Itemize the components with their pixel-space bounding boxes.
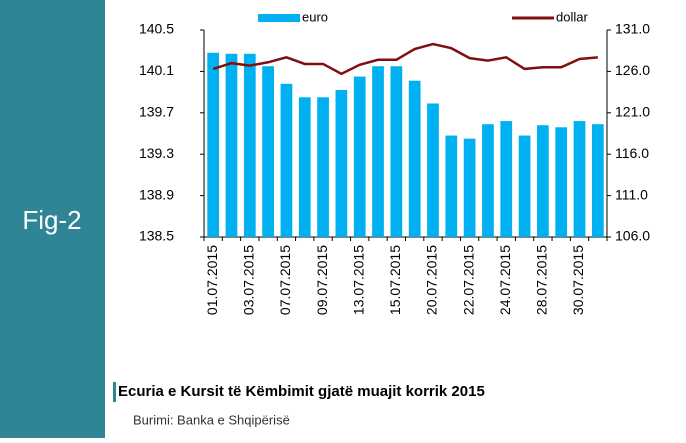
y-tick-label: 139.7: [139, 104, 174, 120]
bar: [537, 125, 549, 237]
x-tick-label: 07.07.2015: [277, 245, 293, 315]
bar: [280, 83, 293, 237]
x-tick-label: 24.07.2015: [497, 245, 513, 315]
x-tick-label: 01.07.2015: [204, 245, 220, 315]
y-tick-label: 140.5: [139, 21, 174, 37]
bar: [372, 66, 384, 237]
caption-title: Ecuria e Kursit të Këmbimit gjatë muajit…: [118, 383, 485, 400]
x-tick-label: 22.07.2015: [460, 245, 476, 315]
bar: [390, 66, 403, 237]
bar: [463, 138, 476, 237]
bar: [335, 90, 348, 237]
bar: [207, 52, 220, 237]
bar: [427, 103, 439, 237]
bar: [225, 53, 238, 238]
x-tick-label: 15.07.2015: [387, 245, 403, 315]
x-tick-label: 28.07.2015: [534, 245, 550, 315]
x-tick-label: 20.07.2015: [424, 245, 440, 315]
legend-label: dollar: [556, 9, 588, 24]
bar: [298, 97, 311, 238]
bar: [262, 66, 274, 237]
y-tick-label: 138.9: [139, 186, 174, 202]
y2-tick-label: 106.0: [615, 228, 650, 244]
y-tick-label: 140.1: [139, 62, 174, 78]
y2-tick-label: 116.0: [615, 145, 649, 161]
x-tick-label: 03.07.2015: [240, 245, 256, 315]
bar: [445, 135, 458, 237]
y2-tick-label: 121.0: [615, 104, 650, 120]
bar: [591, 124, 604, 237]
bar: [500, 121, 513, 237]
bar: [408, 80, 421, 237]
bar: [317, 97, 329, 238]
legend-swatch: [258, 14, 300, 22]
bar: [353, 76, 366, 237]
y2-tick-label: 126.0: [615, 62, 650, 78]
line: [212, 42, 598, 76]
x-tick-label: 09.07.2015: [314, 245, 330, 315]
figure-label: Fig-2: [22, 205, 81, 235]
bar: [243, 53, 256, 238]
legend-label: euro: [302, 9, 328, 24]
y-tick-label: 139.3: [139, 145, 174, 161]
y2-tick-label: 131.0: [615, 21, 650, 37]
x-tick-label: 30.07.2015: [570, 245, 586, 315]
bar: [573, 121, 586, 237]
x-tick-label: 13.07.2015: [350, 245, 366, 315]
y2-tick-label: 111.0: [615, 186, 648, 202]
side-panel: [0, 0, 105, 438]
caption-source: Burimi: Banka e Shqipërisë: [133, 412, 290, 427]
bar: [482, 124, 494, 237]
bar: [555, 127, 568, 237]
y-tick-label: 138.5: [139, 228, 174, 244]
caption-marker: [113, 382, 116, 402]
bar: [518, 135, 531, 237]
